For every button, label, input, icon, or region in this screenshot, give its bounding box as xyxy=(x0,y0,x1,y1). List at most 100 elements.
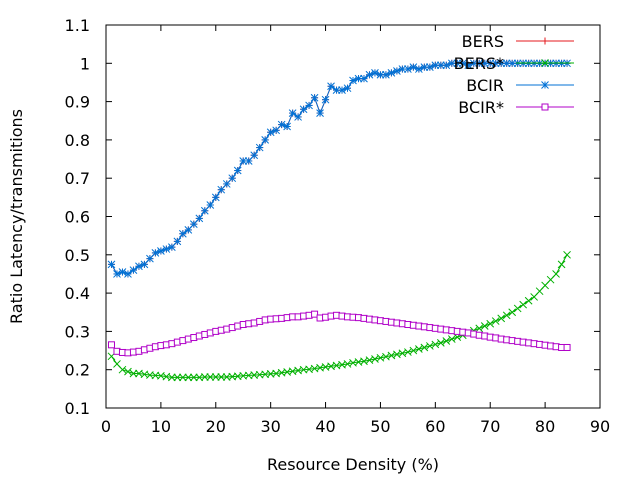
data-series xyxy=(107,59,571,382)
data-point-bcir xyxy=(382,70,390,79)
data-point-bers-star-d2 xyxy=(173,373,182,382)
data-point-bers-star-d2 xyxy=(222,373,231,381)
data-point-bers-star-d2 xyxy=(211,373,220,381)
data-point-bers-star-d2 xyxy=(217,373,226,381)
data-point-bers-star xyxy=(189,373,198,382)
data-point-bers-star-d2 xyxy=(327,362,335,371)
data-point-bcir-d2 xyxy=(447,59,456,68)
data-point-bers-star-d2 xyxy=(486,319,495,328)
x-tick-label: 50 xyxy=(370,417,390,436)
data-point-bers-star xyxy=(211,373,220,381)
data-point-bcir-d2 xyxy=(299,105,308,114)
data-point-bcir-d2 xyxy=(475,59,484,68)
data-point-bcir-d2 xyxy=(178,229,187,238)
data-point-bcir-d2 xyxy=(255,143,264,152)
data-point-bcir-d2 xyxy=(206,201,215,209)
data-point-bers-star xyxy=(431,340,440,349)
data-point-bcir xyxy=(211,193,220,202)
data-point-bers-star-d2 xyxy=(228,372,237,381)
data-point-bers-star xyxy=(491,317,500,325)
legend: BERS BERS* BCIR BCIR* xyxy=(454,32,574,117)
y-tick-label: 0.7 xyxy=(65,169,90,188)
data-point-bcir xyxy=(206,201,215,209)
data-point-bcir-star-box xyxy=(311,310,319,318)
data-point-bcir-d2 xyxy=(497,59,506,68)
data-point-bcir xyxy=(151,249,160,257)
legend-marker-bers-star-d2 xyxy=(541,59,549,67)
data-point-bers-star-d2 xyxy=(563,250,571,259)
data-point-bcir-d2 xyxy=(360,74,368,83)
x-tick-label: 70 xyxy=(480,417,500,436)
data-point-bcir-d2 xyxy=(371,69,379,77)
data-point-bers-star xyxy=(557,260,566,269)
data-point-bcir-d2 xyxy=(107,260,116,269)
y-axis-label: Ratio Latency/transmitions xyxy=(7,109,26,324)
data-point-bers-star xyxy=(118,365,127,374)
data-point-bcir-d2 xyxy=(491,59,500,68)
data-point-bcir xyxy=(349,76,357,85)
data-point-bcir xyxy=(354,74,363,83)
data-point-bers-star xyxy=(200,373,209,381)
data-point-bcir-d2 xyxy=(118,268,127,276)
legend-marker-bers-star xyxy=(541,59,549,67)
data-point-bcir-d2 xyxy=(469,59,478,68)
data-point-bers-star-d2 xyxy=(244,371,253,380)
data-point-bcir-d2 xyxy=(398,65,407,73)
data-point-bcir xyxy=(277,120,286,129)
x-tick-label: 10 xyxy=(151,417,171,436)
data-point-bers-star-d2 xyxy=(371,355,379,363)
data-point-bers-star-d2 xyxy=(376,353,385,362)
data-point-bers-star xyxy=(447,335,456,343)
data-point-bers-star-d2 xyxy=(393,350,401,359)
data-point-bers-star xyxy=(519,300,528,309)
data-point-bers-star-d2 xyxy=(239,371,248,380)
data-point-bcir xyxy=(316,109,324,117)
data-point-bers-star-d2 xyxy=(365,356,374,364)
data-point-bers-star-d2 xyxy=(431,340,440,349)
data-point-bers-star xyxy=(404,348,412,356)
data-point-bers-star-d2 xyxy=(124,367,132,376)
data-point-bcir-d2 xyxy=(420,63,429,71)
data-point-bcir-d2 xyxy=(343,84,352,93)
data-point-bers-star-d2 xyxy=(420,343,429,352)
y-tick-label: 0.5 xyxy=(65,246,90,265)
legend-marker-bers xyxy=(541,37,549,45)
data-point-bers-star xyxy=(420,343,429,352)
data-point-bcir-d2 xyxy=(321,95,330,104)
data-point-bers-star-d2 xyxy=(387,351,396,360)
data-point-bers-star-d2 xyxy=(552,270,560,278)
data-point-bcir xyxy=(343,84,352,93)
y-tick-label: 1.1 xyxy=(65,16,90,35)
data-point-bers-star-d2 xyxy=(310,364,319,373)
data-point-bers-star-d2 xyxy=(425,342,434,350)
data-point-bcir xyxy=(195,214,204,223)
data-point-bers-star xyxy=(563,250,571,259)
axis-ticks: 0 10 20 30 40 50 60 70 80 90 0.1 0.2 0.3 0.4 0.5 0.6 0.7… xyxy=(65,16,611,436)
data-point-bers-star-d2 xyxy=(508,308,517,317)
data-point-bers-star-d2 xyxy=(398,349,407,358)
x-tick-label: 20 xyxy=(206,417,226,436)
data-point-bcir-d2 xyxy=(458,59,467,68)
data-point-bcir xyxy=(135,262,143,271)
data-point-bers-star-d2 xyxy=(277,368,286,377)
data-point-bers-star-d2 xyxy=(178,373,187,382)
data-point-bers-star-d2 xyxy=(168,373,176,382)
legend-marker-bcir-star-box xyxy=(541,103,549,111)
data-point-bers-star-d2 xyxy=(360,357,368,366)
data-point-bcir xyxy=(480,59,489,68)
data-point-bcir-d2 xyxy=(239,157,248,165)
data-point-bers-star-d2 xyxy=(261,370,270,379)
data-point-bers-star-d2 xyxy=(266,370,275,378)
data-point-bers-star xyxy=(124,367,132,376)
data-point-bers-star-d2 xyxy=(502,311,511,320)
legend-label-bers: BERS xyxy=(462,32,504,51)
data-point-bcir xyxy=(299,105,308,114)
data-point-bers-star xyxy=(129,369,138,378)
data-point-bcir xyxy=(425,63,434,71)
data-point-bcir-star-box xyxy=(107,341,115,349)
data-point-bers-star-d2 xyxy=(118,365,127,374)
y-tick-label: 0.8 xyxy=(65,131,90,150)
legend-label-bers-star: BERS* xyxy=(454,54,504,73)
data-point-bers-star-d2 xyxy=(189,373,198,382)
series-bcir-star xyxy=(107,310,571,357)
